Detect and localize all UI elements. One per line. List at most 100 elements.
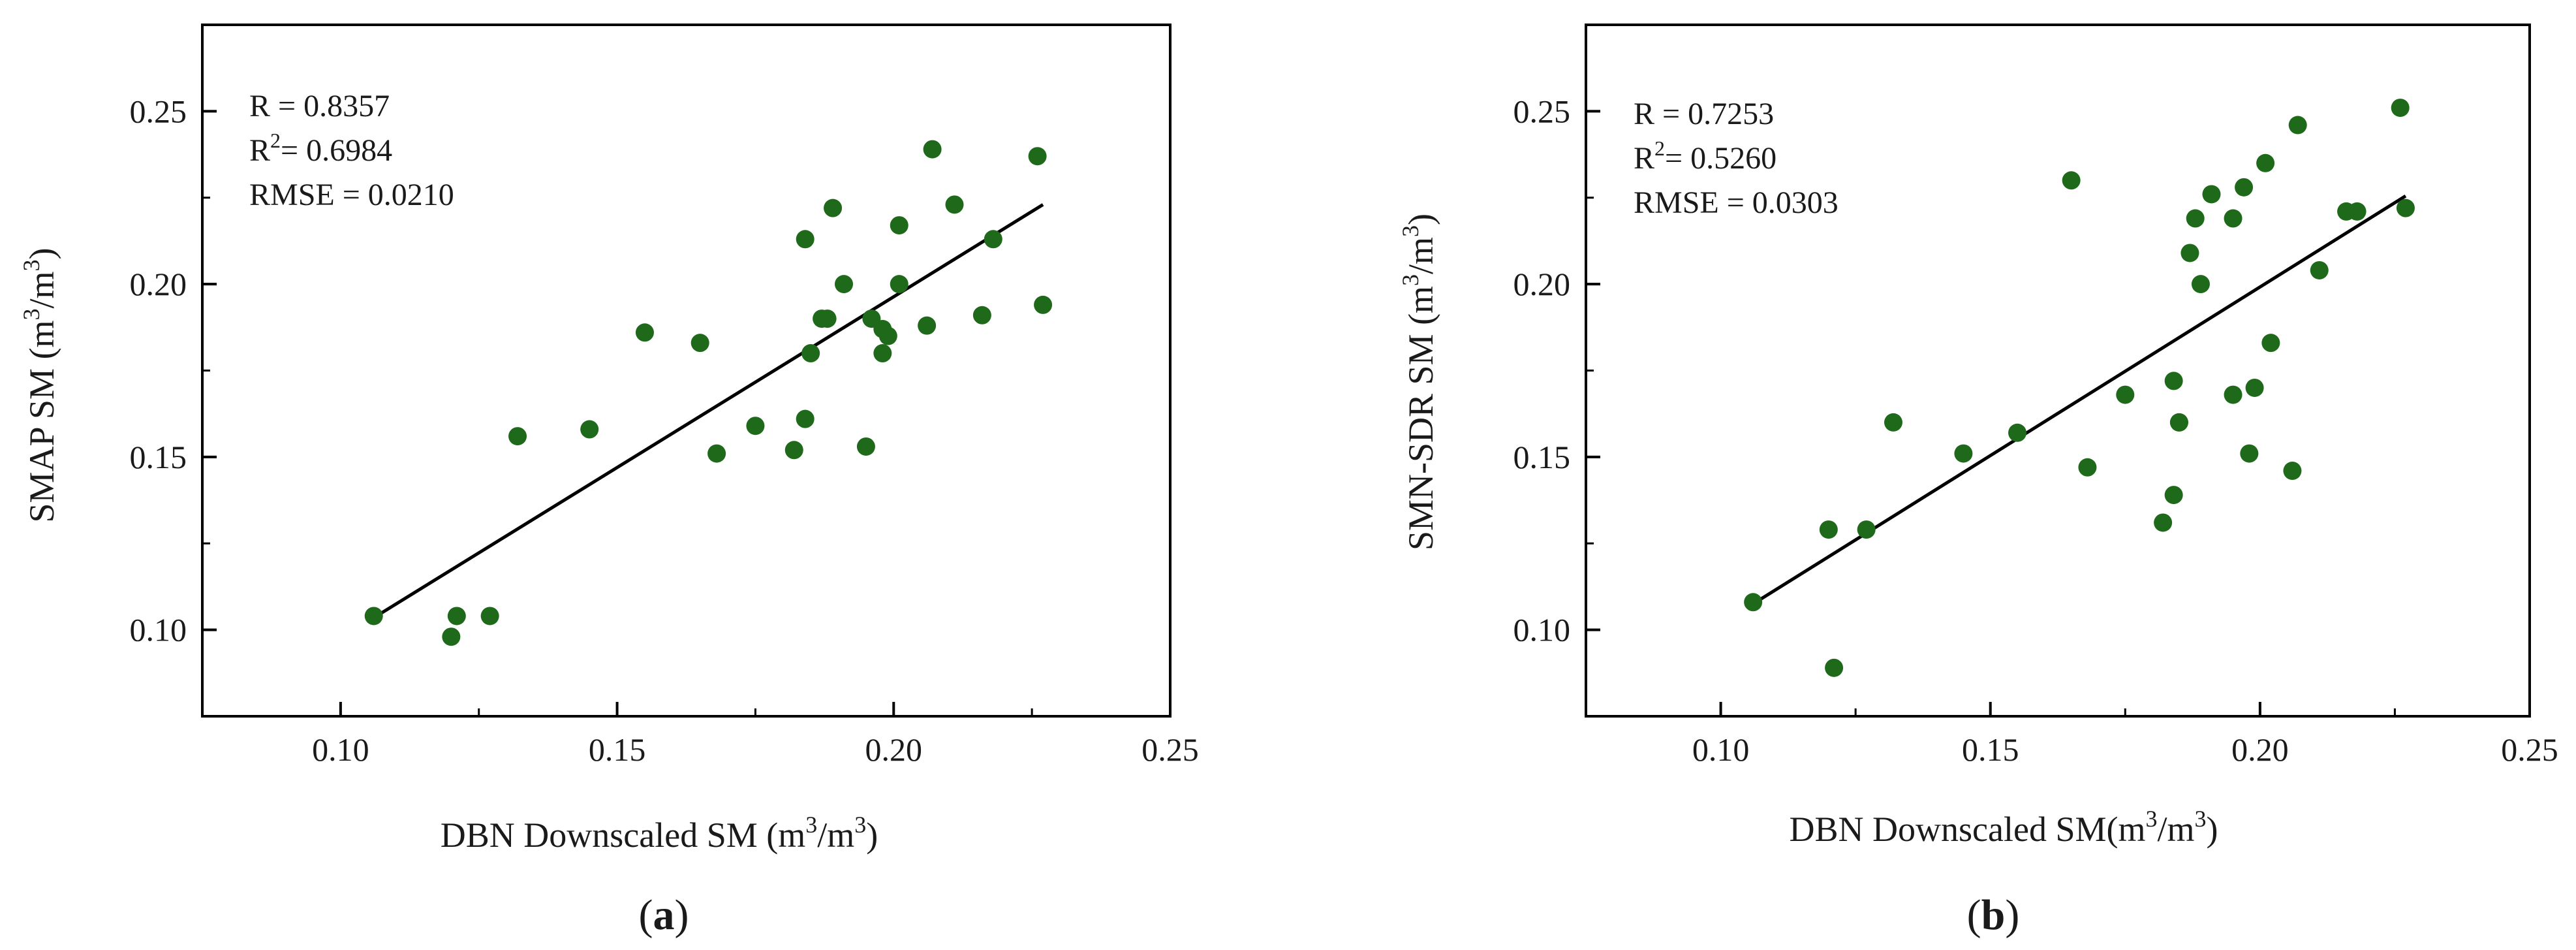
x-tick-label-b: 0.20: [2231, 731, 2289, 768]
data-point-b: [1819, 520, 1838, 539]
data-point-b: [2062, 171, 2081, 190]
data-point-a: [1028, 147, 1047, 166]
plot-area-b: [1585, 24, 2531, 718]
data-point-a: [824, 198, 843, 217]
x-tick-label-a: 0.20: [865, 731, 923, 768]
data-point-a: [856, 437, 875, 456]
data-point-a: [890, 216, 908, 235]
data-point-a: [691, 334, 709, 353]
data-point-b: [2256, 153, 2275, 172]
regression-line-a: [373, 203, 1044, 620]
data-point-b: [2078, 458, 2097, 477]
data-point-b: [1744, 593, 1763, 612]
data-point-b: [2164, 372, 2183, 390]
data-point-b: [2154, 513, 2173, 532]
data-point-a: [707, 444, 726, 463]
tick-labels-b: 0.10 0.15 0.20 0.25 0.10 0.15 0.20 0.25: [1513, 93, 2558, 768]
data-point-a: [801, 344, 820, 363]
stat-r2-a: R2= 0.6984: [249, 129, 392, 168]
data-point-b: [2180, 244, 2199, 262]
data-point-a: [1034, 295, 1053, 314]
data-point-b: [2191, 275, 2210, 294]
stat-rmse-a: RMSE = 0.0210: [249, 178, 454, 212]
tick-labels-a: 0.10 0.15 0.20 0.25 0.10 0.15 0.20 0.25: [130, 93, 1199, 768]
x-tick-label-b: 0.25: [2501, 731, 2558, 768]
data-point-b: [2283, 462, 2302, 481]
data-point-a: [746, 417, 765, 435]
y-tick-label-a: 0.25: [130, 93, 187, 129]
data-point-b: [2202, 185, 2221, 204]
data-point-a: [796, 230, 815, 249]
data-point-a: [364, 607, 383, 625]
data-point-b: [2186, 209, 2205, 228]
y-axis-title-a: SMAP SM (m3/m3): [18, 247, 61, 522]
data-point-a: [796, 409, 815, 428]
stat-r2-b: R2= 0.5260: [1634, 136, 1777, 176]
x-tick-label-b: 0.15: [1962, 731, 2019, 768]
y-tick-label-a: 0.10: [130, 612, 187, 648]
data-point-a: [873, 344, 892, 363]
data-point-a: [923, 140, 942, 159]
y-tick-label-b: 0.25: [1513, 93, 1571, 129]
data-point-a: [442, 627, 461, 646]
panel-label-a: (a): [639, 891, 689, 939]
data-point-a: [984, 230, 1002, 249]
data-point-a: [635, 323, 654, 342]
data-point-b: [2224, 385, 2242, 404]
fit-line-a: [373, 203, 1044, 620]
data-point-b: [2245, 378, 2264, 397]
fit-line-b: [1752, 194, 2407, 606]
stat-r-b: R = 0.7253: [1634, 97, 1774, 131]
data-point-b: [2235, 178, 2254, 197]
y-tick-label-b: 0.20: [1513, 266, 1571, 302]
x-tick-label-a: 0.10: [312, 731, 369, 768]
data-point-b: [1954, 444, 1973, 463]
y-tick-label-b: 0.10: [1513, 612, 1571, 648]
data-point-b: [1857, 520, 1876, 539]
x-axis-title-a: DBN Downscaled SM (m3/m3): [441, 812, 878, 855]
data-point-b: [2310, 261, 2329, 279]
stat-r-a: R = 0.8357: [249, 89, 390, 123]
x-tick-label-b: 0.10: [1692, 731, 1750, 768]
data-point-a: [580, 420, 599, 439]
data-point-a: [835, 275, 854, 294]
data-point-b: [1825, 658, 1844, 677]
data-point-b: [2169, 413, 2188, 432]
data-point-a: [918, 316, 937, 335]
data-point-a: [480, 607, 499, 625]
scatter-points-b: [1744, 99, 2415, 677]
y-tick-label-a: 0.20: [130, 266, 187, 302]
data-point-a: [447, 607, 466, 625]
data-point-b: [2261, 334, 2280, 353]
y-tick-label-a: 0.15: [130, 439, 187, 475]
data-point-a: [878, 326, 897, 345]
data-point-b: [2240, 444, 2259, 463]
panel-label-b: (b): [1967, 891, 2020, 939]
data-point-a: [945, 195, 964, 214]
data-point-a: [972, 306, 991, 325]
data-point-b: [2288, 116, 2307, 135]
data-point-b: [2391, 99, 2410, 118]
panel-b: 0.10 0.15 0.20 0.25 0.10 0.15 0.20 0.25 R = 0.7…: [1397, 24, 2558, 939]
axis-ticks-a: [201, 24, 1172, 718]
scatter-points-a: [364, 140, 1053, 646]
data-point-b: [2224, 209, 2242, 228]
data-point-a: [890, 275, 908, 294]
y-axis-title-b: SMN-SDR SM (m3/m3): [1397, 214, 1440, 550]
data-point-b: [1884, 413, 1902, 432]
data-point-b: [2396, 198, 2415, 217]
stat-rmse-b: RMSE = 0.0303: [1634, 185, 1839, 220]
data-point-a: [818, 309, 837, 328]
x-axis-title-b: DBN Downscaled SM(m3/m3): [1790, 806, 2218, 849]
x-tick-label-a: 0.25: [1141, 731, 1199, 768]
plot-area-a: [201, 24, 1172, 718]
regression-line-b: [1752, 194, 2407, 606]
data-point-a: [508, 427, 527, 446]
data-point-b: [2116, 385, 2135, 404]
data-point-b: [2164, 486, 2183, 505]
data-point-a: [784, 441, 803, 460]
panel-a: 0.10 0.15 0.20 0.25 0.10 0.15 0.20 0.25 R = 0.8…: [18, 24, 1199, 939]
data-point-b: [2348, 202, 2367, 221]
y-tick-label-b: 0.15: [1513, 439, 1571, 475]
